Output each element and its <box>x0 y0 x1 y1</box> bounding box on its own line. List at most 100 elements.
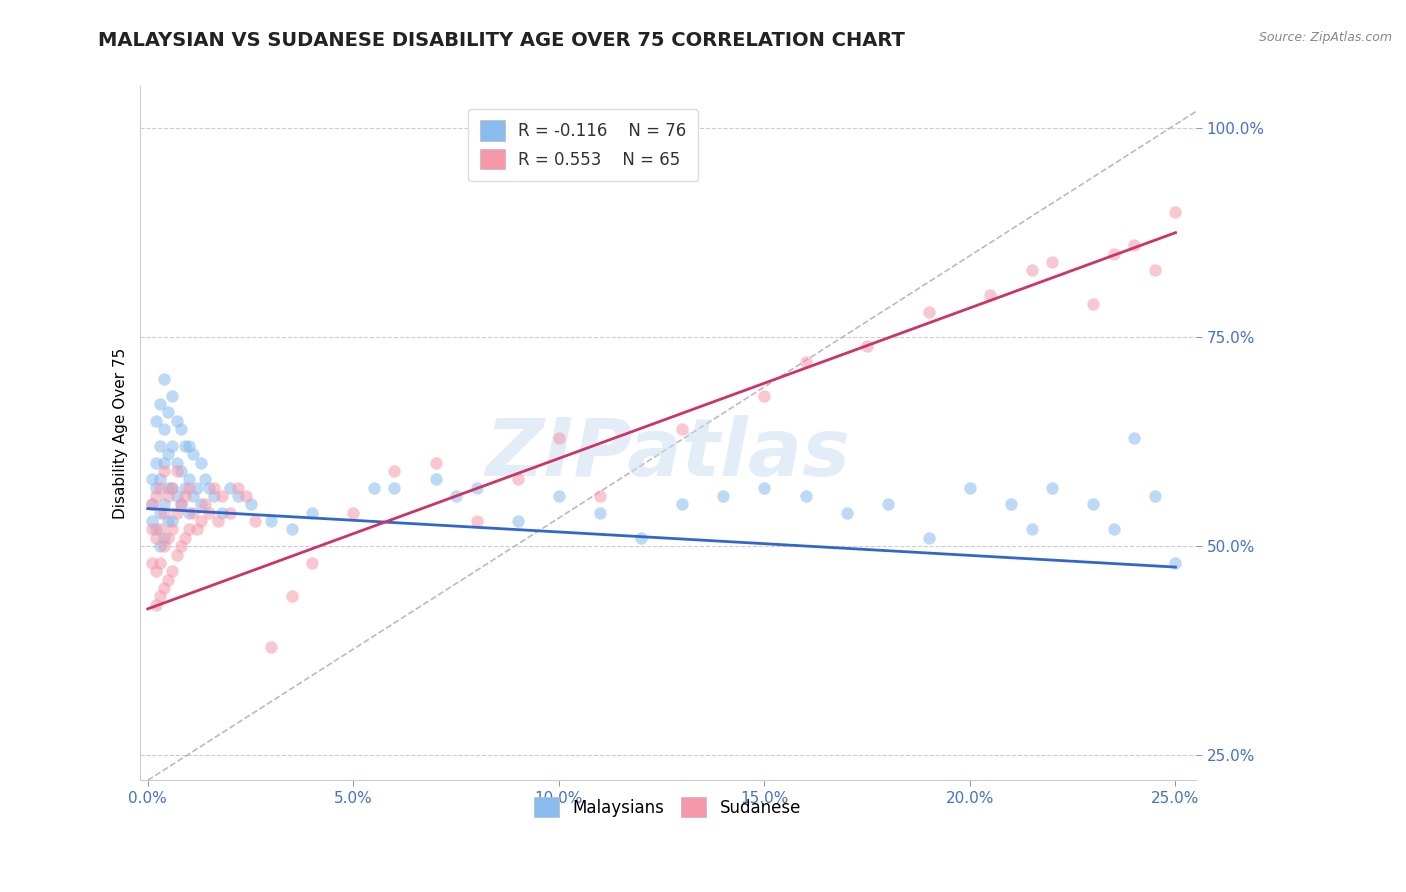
Point <box>226 481 249 495</box>
Point <box>630 531 652 545</box>
Point <box>162 514 184 528</box>
Point <box>186 481 208 495</box>
Point <box>959 481 981 495</box>
Point <box>506 514 529 528</box>
Point <box>198 481 221 495</box>
Point <box>219 506 242 520</box>
Point <box>157 481 180 495</box>
Point <box>384 464 406 478</box>
Point <box>169 497 191 511</box>
Point <box>186 523 208 537</box>
Point <box>145 489 167 503</box>
Point <box>169 422 191 436</box>
Point <box>157 514 180 528</box>
Point <box>211 489 233 503</box>
Point <box>169 497 191 511</box>
Point <box>979 288 1001 302</box>
Point <box>1102 246 1125 260</box>
Point <box>149 523 172 537</box>
Point <box>754 481 776 495</box>
Point <box>166 548 188 562</box>
Point <box>162 389 184 403</box>
Point <box>194 497 217 511</box>
Text: ZIPatlas: ZIPatlas <box>485 415 851 493</box>
Point <box>173 531 195 545</box>
Point <box>166 489 188 503</box>
Point <box>177 506 200 520</box>
Point <box>1164 556 1187 570</box>
Point <box>166 506 188 520</box>
Point <box>190 456 212 470</box>
Point <box>145 598 167 612</box>
Point <box>1123 238 1146 252</box>
Y-axis label: Disability Age Over 75: Disability Age Over 75 <box>114 348 128 519</box>
Point <box>301 506 323 520</box>
Point <box>181 447 204 461</box>
Point <box>141 472 163 486</box>
Point <box>856 338 879 352</box>
Point <box>260 514 283 528</box>
Point <box>342 506 364 520</box>
Point <box>149 472 172 486</box>
Point <box>671 497 693 511</box>
Point <box>1040 255 1063 269</box>
Point <box>671 422 693 436</box>
Point <box>153 456 176 470</box>
Point <box>547 489 569 503</box>
Point <box>145 564 167 578</box>
Point <box>280 590 302 604</box>
Point <box>211 506 233 520</box>
Point <box>153 539 176 553</box>
Point <box>157 573 180 587</box>
Point <box>506 472 529 486</box>
Point <box>1000 497 1022 511</box>
Point <box>162 481 184 495</box>
Point <box>235 489 257 503</box>
Point <box>202 481 225 495</box>
Point <box>173 439 195 453</box>
Point <box>162 439 184 453</box>
Point <box>425 456 447 470</box>
Point <box>153 422 176 436</box>
Point <box>190 514 212 528</box>
Point <box>711 489 734 503</box>
Point <box>547 430 569 444</box>
Point <box>153 581 176 595</box>
Point <box>794 355 817 369</box>
Point <box>1021 523 1043 537</box>
Point <box>141 523 163 537</box>
Point <box>1021 263 1043 277</box>
Point <box>1123 430 1146 444</box>
Point <box>754 389 776 403</box>
Point <box>141 497 163 511</box>
Point <box>149 590 172 604</box>
Point <box>157 405 180 419</box>
Point <box>153 531 176 545</box>
Point <box>465 481 488 495</box>
Point <box>149 397 172 411</box>
Point <box>260 640 283 654</box>
Point <box>173 481 195 495</box>
Point <box>177 523 200 537</box>
Point <box>149 439 172 453</box>
Legend: Malaysians, Sudanese: Malaysians, Sudanese <box>527 790 807 824</box>
Point <box>1143 489 1166 503</box>
Point <box>149 506 172 520</box>
Point <box>194 472 217 486</box>
Point <box>1102 523 1125 537</box>
Point <box>173 489 195 503</box>
Point <box>166 414 188 428</box>
Point <box>141 497 163 511</box>
Point <box>202 489 225 503</box>
Point <box>149 556 172 570</box>
Point <box>157 447 180 461</box>
Point <box>301 556 323 570</box>
Point <box>589 506 612 520</box>
Point <box>207 514 229 528</box>
Point <box>181 506 204 520</box>
Point <box>149 481 172 495</box>
Point <box>190 497 212 511</box>
Point <box>153 506 176 520</box>
Point <box>280 523 302 537</box>
Point <box>181 489 204 503</box>
